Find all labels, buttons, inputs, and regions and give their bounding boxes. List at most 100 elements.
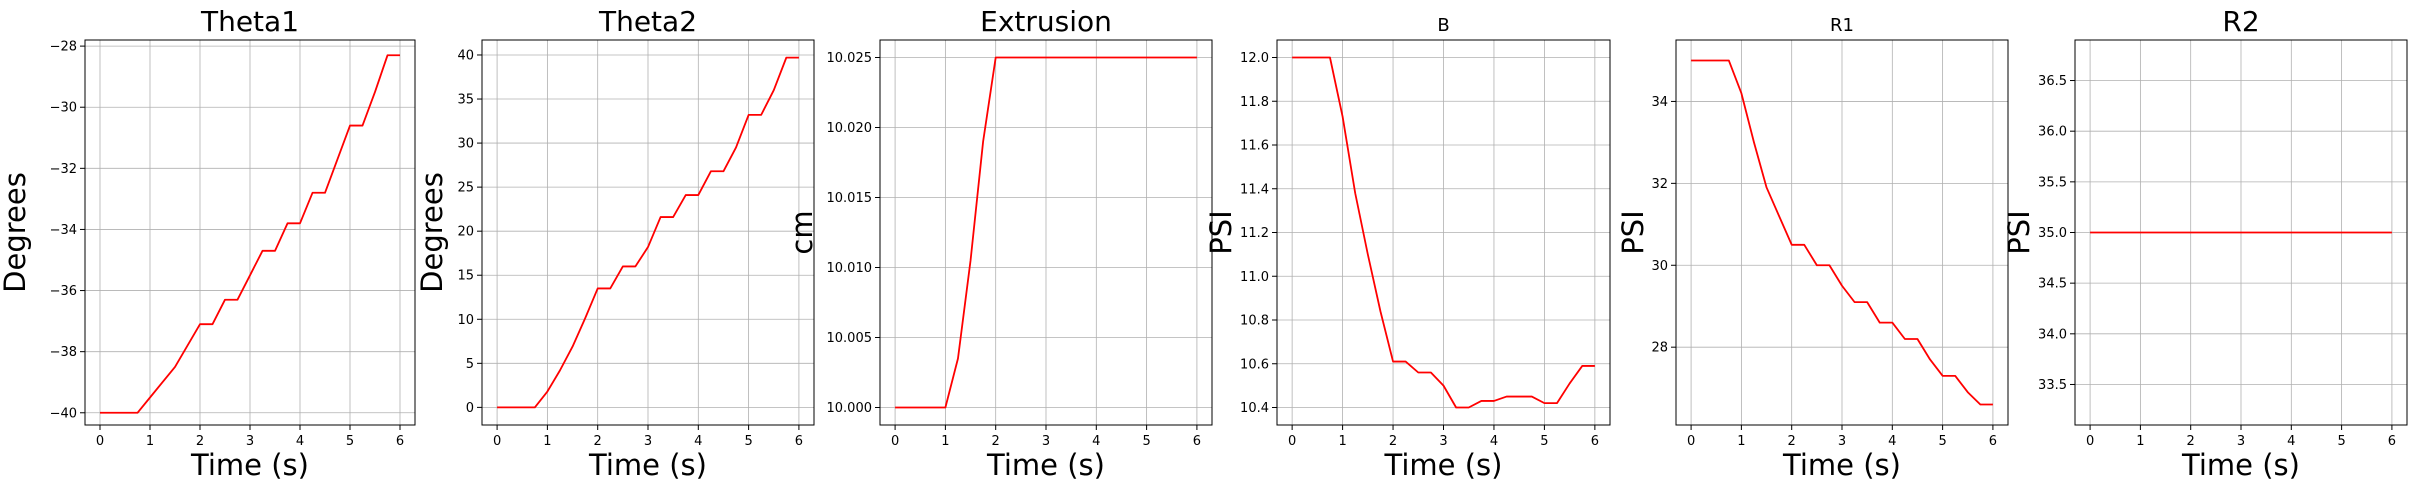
series-line (1691, 59, 1993, 406)
subplot-3: 0 1 2 3 4 5 6 10.000 10.005 10.010 10.015 10.020 10.… (785, 5, 1213, 482)
x-tick-label: 5 (2337, 434, 2345, 449)
x-axis-label: Time (s) (1384, 448, 1503, 482)
y-tick-label: −28 (50, 40, 77, 55)
subplot-6: 0 1 2 3 4 5 6 33.5 34.0 34.5 35.0 35.5 36.0 36.5 R2 Tim… (2002, 5, 2408, 482)
y-tick-label: 12.0 (1240, 51, 1269, 66)
x-tick-label: 6 (396, 434, 404, 449)
subplot-title: R1 (1830, 15, 1854, 36)
x-tick-label: 4 (296, 434, 304, 449)
x-tick-label: 3 (1838, 434, 1846, 449)
series-line (1292, 56, 1595, 409)
x-tick-label: 1 (1338, 434, 1346, 449)
y-tick-label: 10.015 (827, 191, 873, 206)
x-tick-label: 1 (2136, 434, 2144, 449)
y-tick-label: 25 (457, 181, 474, 196)
x-tick-label: 2 (1788, 434, 1796, 449)
x-tick-label: 2 (992, 434, 1000, 449)
y-tick-label: 36.0 (2038, 125, 2067, 140)
y-tick-label: 10.010 (827, 261, 873, 276)
x-tick-label: 1 (146, 434, 154, 449)
subplot-title: Theta1 (200, 5, 299, 38)
x-tick-label: 5 (744, 434, 752, 449)
y-tick-label: 10.005 (827, 331, 873, 346)
y-tick-label: 10.6 (1240, 357, 1269, 372)
x-tick-label: 5 (1938, 434, 1946, 449)
x-tick-label: 6 (1591, 434, 1599, 449)
y-tick-label: 11.0 (1240, 270, 1269, 285)
y-tick-label: 28 (1651, 341, 1668, 356)
x-tick-label: 1 (543, 434, 551, 449)
y-axis-label: Degrees (415, 172, 449, 293)
y-tick-label: 30 (457, 137, 474, 152)
x-tick-label: 0 (1288, 434, 1296, 449)
y-tick-label: 20 (457, 225, 474, 240)
y-tick-label: 10.000 (827, 401, 873, 416)
subplot-2: 0 1 2 3 4 5 6 0 5 10 15 20 25 30 35 40 Theta2 Time (s) Deg… (415, 5, 815, 482)
x-axis-label: Time (s) (1782, 448, 1901, 482)
y-tick-label: −36 (50, 284, 77, 299)
y-tick-label: 10 (457, 313, 474, 328)
y-tick-label: 10.4 (1240, 401, 1269, 416)
x-tick-label: 6 (1193, 434, 1201, 449)
y-tick-label: 0 (466, 401, 474, 416)
x-tick-label: 0 (493, 434, 501, 449)
x-tick-label: 1 (1737, 434, 1745, 449)
y-tick-label: 11.4 (1240, 182, 1269, 197)
y-tick-label: 34.5 (2038, 277, 2067, 292)
y-tick-label: 34.0 (2038, 327, 2067, 342)
y-tick-label: 11.6 (1240, 139, 1269, 154)
subplot-title: Theta2 (598, 5, 697, 38)
x-tick-label: 4 (1092, 434, 1100, 449)
x-tick-label: 1 (941, 434, 949, 449)
y-tick-label: 15 (457, 269, 474, 284)
x-tick-label: 2 (1389, 434, 1397, 449)
y-tick-label: 10.020 (827, 121, 873, 136)
x-tick-label: 3 (1439, 434, 1447, 449)
y-tick-label: 11.2 (1240, 226, 1269, 241)
x-axis-label: Time (s) (986, 448, 1105, 482)
y-tick-label: 32 (1651, 177, 1668, 192)
y-tick-label: 35.0 (2038, 226, 2067, 241)
y-axis-label: Degrees (0, 172, 32, 293)
y-tick-label: 30 (1651, 259, 1668, 274)
y-tick-label: −38 (50, 345, 77, 360)
y-tick-label: 10.8 (1240, 314, 1269, 329)
x-tick-label: 2 (594, 434, 602, 449)
y-tick-label: 40 (457, 48, 474, 63)
y-tick-label: 36.5 (2038, 74, 2067, 89)
subplot-title: B (1437, 15, 1449, 36)
y-tick-label: 10.025 (827, 51, 873, 66)
x-tick-label: 4 (1490, 434, 1498, 449)
x-tick-label: 2 (196, 434, 204, 449)
x-tick-label: 3 (246, 434, 254, 449)
y-tick-label: 11.8 (1240, 95, 1269, 110)
x-tick-label: 2 (2187, 434, 2195, 449)
x-tick-label: 0 (96, 434, 104, 449)
y-tick-label: 35.5 (2038, 175, 2067, 190)
x-tick-label: 0 (1687, 434, 1695, 449)
x-axis-label: Time (s) (588, 448, 707, 482)
x-axis-label: Time (s) (2181, 448, 2300, 482)
x-tick-label: 3 (644, 434, 652, 449)
subplot-1: 0 1 2 3 4 5 6 −40 −38 −36 −34 −32 −30 −28 Theta1 Time (… (0, 5, 416, 482)
series-line (497, 56, 799, 409)
y-tick-label: 5 (466, 357, 474, 372)
x-tick-label: 3 (2237, 434, 2245, 449)
y-tick-label: −40 (50, 406, 77, 421)
x-tick-label: 4 (2287, 434, 2295, 449)
x-axis-label: Time (s) (190, 448, 309, 482)
series-line (895, 56, 1197, 409)
x-tick-label: 4 (1888, 434, 1896, 449)
subplot-title: Extrusion (980, 5, 1112, 38)
x-tick-label: 6 (2388, 434, 2396, 449)
x-tick-label: 3 (1042, 434, 1050, 449)
y-tick-label: −32 (50, 162, 77, 177)
y-axis-label: PSI (1204, 210, 1238, 254)
series-line (100, 54, 400, 414)
y-tick-label: −30 (50, 101, 77, 116)
y-tick-label: 34 (1651, 95, 1668, 110)
y-tick-label: −34 (50, 223, 77, 238)
x-tick-label: 5 (346, 434, 354, 449)
